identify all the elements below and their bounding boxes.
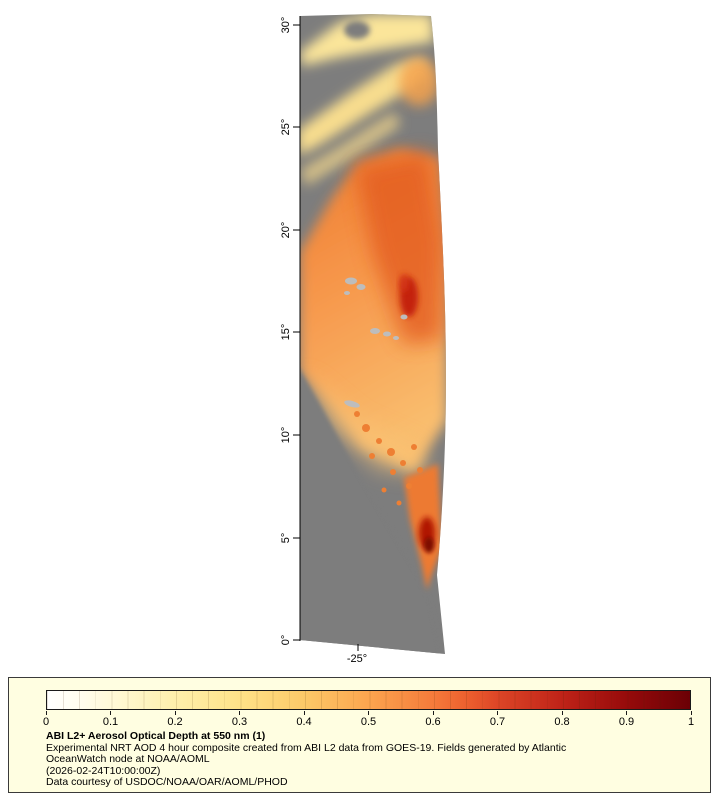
- colorbar-tick: [45, 711, 47, 715]
- x-axis-tick-label: -25°: [346, 653, 368, 665]
- legend-panel: 0 0.1 0.2 0.3 0.4 0.5 0.6 0.7 0.8 0.9 1 …: [8, 677, 711, 793]
- colorbar-tick-label: 0.4: [296, 716, 312, 728]
- colorbar-tick: [626, 711, 627, 715]
- colorbar-tick: [497, 711, 498, 715]
- colorbar-tick-label: 0.1: [102, 716, 119, 728]
- colorbar-tick-label: 1: [687, 716, 695, 728]
- colorbar-tick-label: 0.5: [360, 716, 377, 728]
- island-specks: [344, 277, 408, 408]
- colorbar-tick: [690, 711, 692, 715]
- colorbar-tick-label: 0.7: [489, 716, 506, 728]
- y-axis-tick-label: 5°: [280, 532, 292, 544]
- legend-credit: Data courtesy of USDOC/NOAA/OAR/AOML/PHO…: [46, 776, 288, 789]
- colorbar-tick-label: 0.3: [231, 716, 248, 728]
- colorbar-tick: [432, 711, 434, 715]
- colorbar-tick-label: 0.8: [554, 716, 570, 728]
- colorbar-tick-label: 0: [42, 716, 50, 728]
- colorbar-tick: [561, 711, 563, 715]
- colorbar-cell-dividers: [47, 691, 690, 709]
- colorbar-gradient: [47, 691, 690, 709]
- map-figure: 30° 25° 20° 15° 10° 5° 0° -25°: [280, 14, 446, 665]
- legend-caption: ABI L2+ Aerosol Optical Depth at 550 nm …: [46, 730, 567, 789]
- colorbar-tick-label: 0.6: [425, 716, 441, 728]
- legend-description-line-2: OceanWatch node at NOAA/AOML: [46, 753, 210, 766]
- aerosol-field: [300, 14, 446, 476]
- y-axis-tick-label: 10°: [280, 426, 292, 444]
- y-axis-tick-label: 20°: [280, 221, 292, 239]
- speckle-zone: [354, 411, 423, 506]
- colorbar-tick: [174, 711, 176, 715]
- colorbar-tick: [239, 711, 240, 715]
- colorbar: [46, 690, 691, 710]
- coastal-plume: [404, 464, 442, 590]
- legend-timestamp: (2026-02-24T10:00:00Z): [46, 764, 161, 777]
- colorbar-tick-label: 0.9: [618, 716, 635, 728]
- axis-lines-and-ticks: [293, 16, 359, 651]
- colorbar-tick: [303, 711, 305, 715]
- y-axis-tick-label: 15°: [280, 323, 292, 341]
- y-axis-tick-label: 0°: [280, 634, 292, 646]
- y-axis-tick-label: 25°: [280, 118, 292, 136]
- legend-title: ABI L2+ Aerosol Optical Depth at 550 nm …: [46, 730, 266, 742]
- y-axis-tick-label: 30°: [280, 16, 292, 34]
- colorbar-tick: [368, 711, 369, 715]
- no-data-wedge: [300, 366, 442, 654]
- aod-map: [293, 14, 446, 654]
- legend-description-line-1: Experimental NRT AOD 4 hour composite cr…: [46, 741, 567, 754]
- colorbar-tick-label: 0.2: [167, 716, 183, 728]
- colorbar-tick: [110, 711, 111, 715]
